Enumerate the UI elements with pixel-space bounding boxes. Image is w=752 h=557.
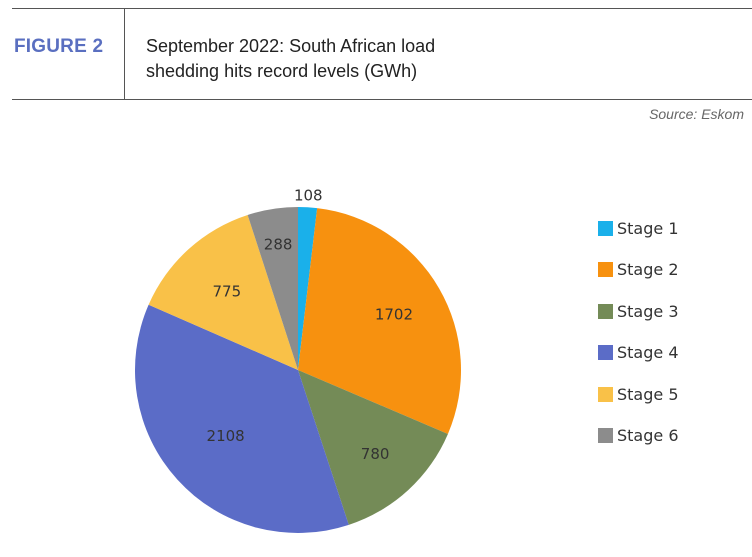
data-label-stage-6: 288 [264, 235, 293, 253]
legend-item-stage-1: Stage 1 [598, 218, 679, 238]
data-label-stage-2: 1702 [375, 305, 413, 323]
legend-swatch [598, 345, 613, 360]
pie-slice-stage-1 [298, 207, 318, 370]
source-note: Source: Eskom [649, 106, 744, 122]
header-top-rule [12, 8, 752, 9]
header-divider [124, 8, 125, 99]
pie-slice-stage-3 [298, 370, 448, 525]
pie-slice-stage-5 [148, 214, 298, 370]
legend-swatch [598, 428, 613, 443]
figure-header: FIGURE 2 September 2022: South African l… [0, 0, 752, 100]
data-label-stage-3: 780 [361, 445, 390, 463]
legend-swatch [598, 220, 613, 236]
legend-item-stage-4: Stage 4 [598, 343, 679, 363]
legend-label: Stage 5 [617, 384, 679, 404]
pie-slice-stage-2 [298, 208, 461, 434]
legend-item-stage-5: Stage 5 [598, 384, 679, 404]
figure-title-line-1: September 2022: South African load [146, 36, 436, 56]
pie-slices [134, 207, 461, 534]
legend-label: Stage 3 [617, 301, 679, 321]
chart-legend: Stage 1 Stage 2 Stage 3 Stage 4 Stage 5 Stage… [598, 218, 679, 467]
legend-item-stage-6: Stage 6 [598, 426, 679, 446]
legend-label: Stage 1 [617, 218, 679, 238]
header-bottom-rule [12, 99, 752, 100]
data-label-stage-4: 2108 [207, 427, 245, 445]
figure-title-line-2: shedding hits record levels (GWh) [146, 61, 418, 81]
legend-item-stage-2: Stage 2 [598, 260, 679, 280]
pie-data-labels: 108 1702 780 2108 775 288 [207, 186, 413, 463]
data-label-stage-5: 775 [212, 283, 241, 301]
legend-swatch [598, 303, 613, 319]
legend-swatch [598, 262, 613, 277]
figure-label: FIGURE 2 [14, 36, 104, 57]
legend-swatch [598, 386, 613, 402]
figure-title: September 2022: South African load shedd… [146, 34, 506, 84]
legend-label: Stage 2 [617, 260, 679, 279]
legend-item-stage-3: Stage 3 [598, 301, 679, 321]
legend-label: Stage 6 [617, 426, 679, 445]
pie-slice-stage-6 [247, 207, 298, 370]
data-label-stage-1: 108 [294, 186, 323, 204]
pie-slice-stage-4 [134, 304, 349, 534]
legend-label: Stage 4 [617, 343, 679, 362]
